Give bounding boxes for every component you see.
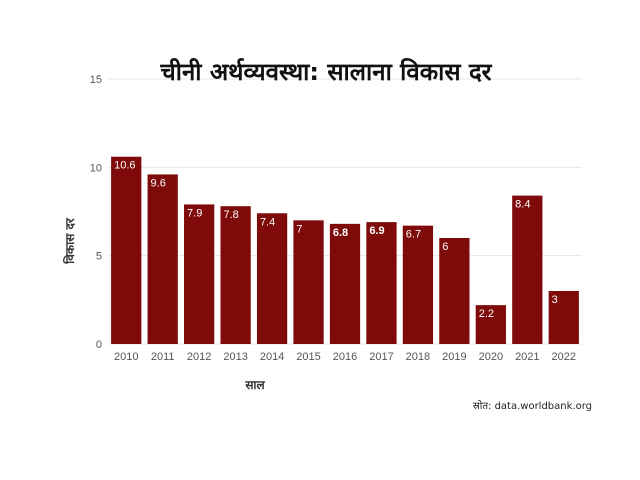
y-tick-label: 0 — [96, 339, 102, 351]
bar-value-label: 6.8 — [333, 227, 348, 239]
bar-2010 — [111, 156, 142, 344]
bar-value-label: 3 — [552, 294, 558, 306]
x-axis-ticks: 2010 2011 2012 2013 2014 2015 2016 2017 2018 2019… — [114, 351, 576, 363]
x-tick-label: 2013 — [223, 351, 247, 363]
x-axis-title: साल — [244, 378, 265, 392]
bar-value-label: 9.6 — [151, 177, 166, 189]
bar-2021 — [512, 195, 543, 344]
bar-2011 — [147, 174, 178, 344]
bar-value-label: 2.2 — [479, 308, 494, 320]
y-tick-label: 15 — [90, 74, 102, 86]
bar-2016 — [329, 223, 361, 344]
x-tick-label: 2019 — [442, 351, 466, 363]
bar-value-label: 7.8 — [223, 209, 238, 221]
bar-value-label: 6.7 — [406, 229, 421, 241]
x-tick-label: 2018 — [406, 351, 430, 363]
y-axis-title: विकास दर — [63, 217, 77, 265]
bar-value-label: 6 — [442, 241, 448, 253]
bar-2017 — [366, 222, 397, 344]
bar-2018 — [402, 225, 434, 344]
bar-value-label: 8.4 — [515, 199, 530, 211]
bar-value-label: 7 — [296, 223, 302, 235]
bar-2013 — [220, 206, 251, 344]
bar-2019 — [439, 238, 470, 344]
bar-2020 — [475, 305, 506, 344]
bar-value-label: 7.9 — [187, 207, 202, 219]
bars — [111, 156, 579, 344]
bar-2022 — [548, 291, 579, 344]
source-note: स्रोत: data.worldbank.org — [473, 400, 592, 412]
x-tick-label: 2015 — [296, 351, 320, 363]
bar-2015 — [293, 220, 324, 344]
x-tick-label: 2010 — [114, 351, 138, 363]
y-tick-label: 10 — [90, 162, 102, 174]
bar-2012 — [184, 204, 215, 344]
chart-title: चीनी अर्थव्यवस्था: सालाना विकास दर — [159, 58, 492, 86]
bar-2014 — [256, 213, 288, 344]
x-tick-label: 2020 — [479, 351, 503, 363]
bar-value-label: 10.6 — [114, 160, 135, 172]
x-tick-label: 2011 — [151, 351, 175, 363]
x-tick-label: 2014 — [260, 351, 284, 363]
bar-value-label: 6.9 — [369, 225, 384, 237]
y-tick-label: 5 — [96, 251, 102, 263]
x-tick-label: 2012 — [187, 351, 211, 363]
y-axis-ticks: 0 5 10 15 — [90, 74, 102, 351]
bar-value-labels: 10.6 9.6 7.9 7.8 7.4 7 6.8 6.9 6.7 6 2.2 8.4 3 — [114, 160, 558, 320]
x-tick-label: 2017 — [369, 351, 393, 363]
bar-value-label: 7.4 — [260, 216, 275, 228]
x-tick-label: 2016 — [333, 351, 357, 363]
x-tick-label: 2022 — [552, 351, 576, 363]
x-tick-label: 2021 — [515, 351, 539, 363]
